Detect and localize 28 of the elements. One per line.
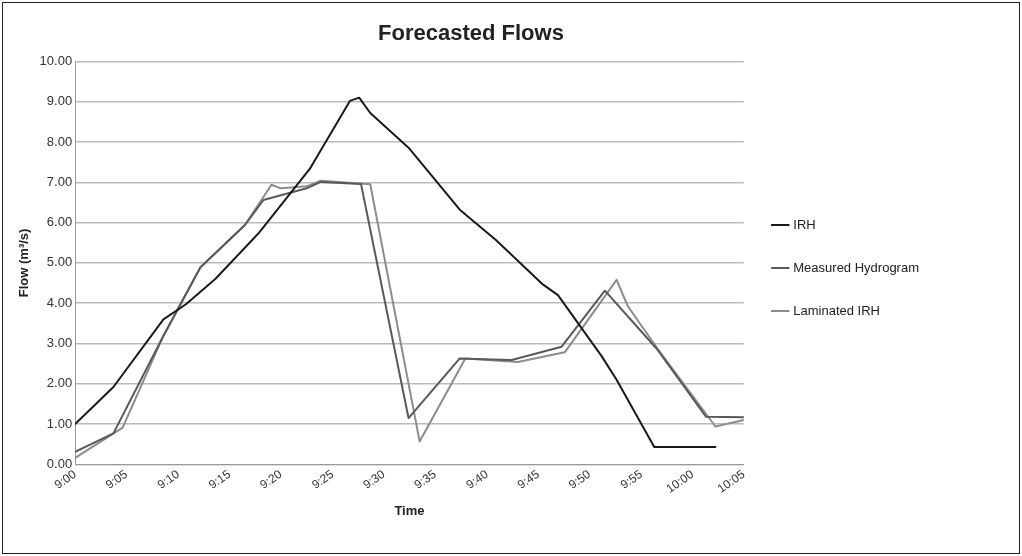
x-tick-label: 9:45 [514, 466, 543, 492]
y-tick-label: 1.00 [46, 415, 73, 431]
y-tick-label: 7.00 [46, 173, 73, 189]
x-axis-title: Time [394, 502, 425, 518]
y-tick-label: 5.00 [46, 254, 73, 270]
x-tick-label: 9:50 [565, 466, 594, 492]
y-tick-label: 8.00 [46, 133, 73, 149]
y-tick-label: 4.00 [46, 294, 73, 310]
x-tick-label: 9:05 [102, 466, 131, 492]
x-tick-label: 9:15 [205, 466, 234, 492]
y-tick-label: 9.00 [46, 93, 73, 109]
y-tick-label: 0.00 [46, 455, 73, 471]
x-tick-label: 9:40 [463, 466, 491, 492]
x-tick-label: 9:25 [309, 466, 337, 492]
x-tick-label: 9:35 [411, 466, 439, 492]
x-tick-label: 9:10 [154, 466, 183, 492]
legend-label: Measured Hydrogram [793, 259, 919, 275]
legend-label: IRH [793, 216, 816, 232]
x-tick-label: 9:30 [360, 466, 388, 492]
y-axis-title: Flow (m³/s) [16, 228, 32, 298]
y-tick-label: 2.00 [46, 375, 73, 391]
x-tick-label: 9:20 [257, 466, 285, 492]
chart-title: Forecasted Flows [378, 20, 564, 46]
y-tick-label: 3.00 [46, 335, 73, 351]
y-tick-label: 6.00 [46, 214, 73, 230]
x-tick-label: 9:55 [617, 466, 646, 492]
legend-label: Laminated IRH [793, 302, 880, 318]
y-tick-label: 10.00 [39, 52, 73, 68]
